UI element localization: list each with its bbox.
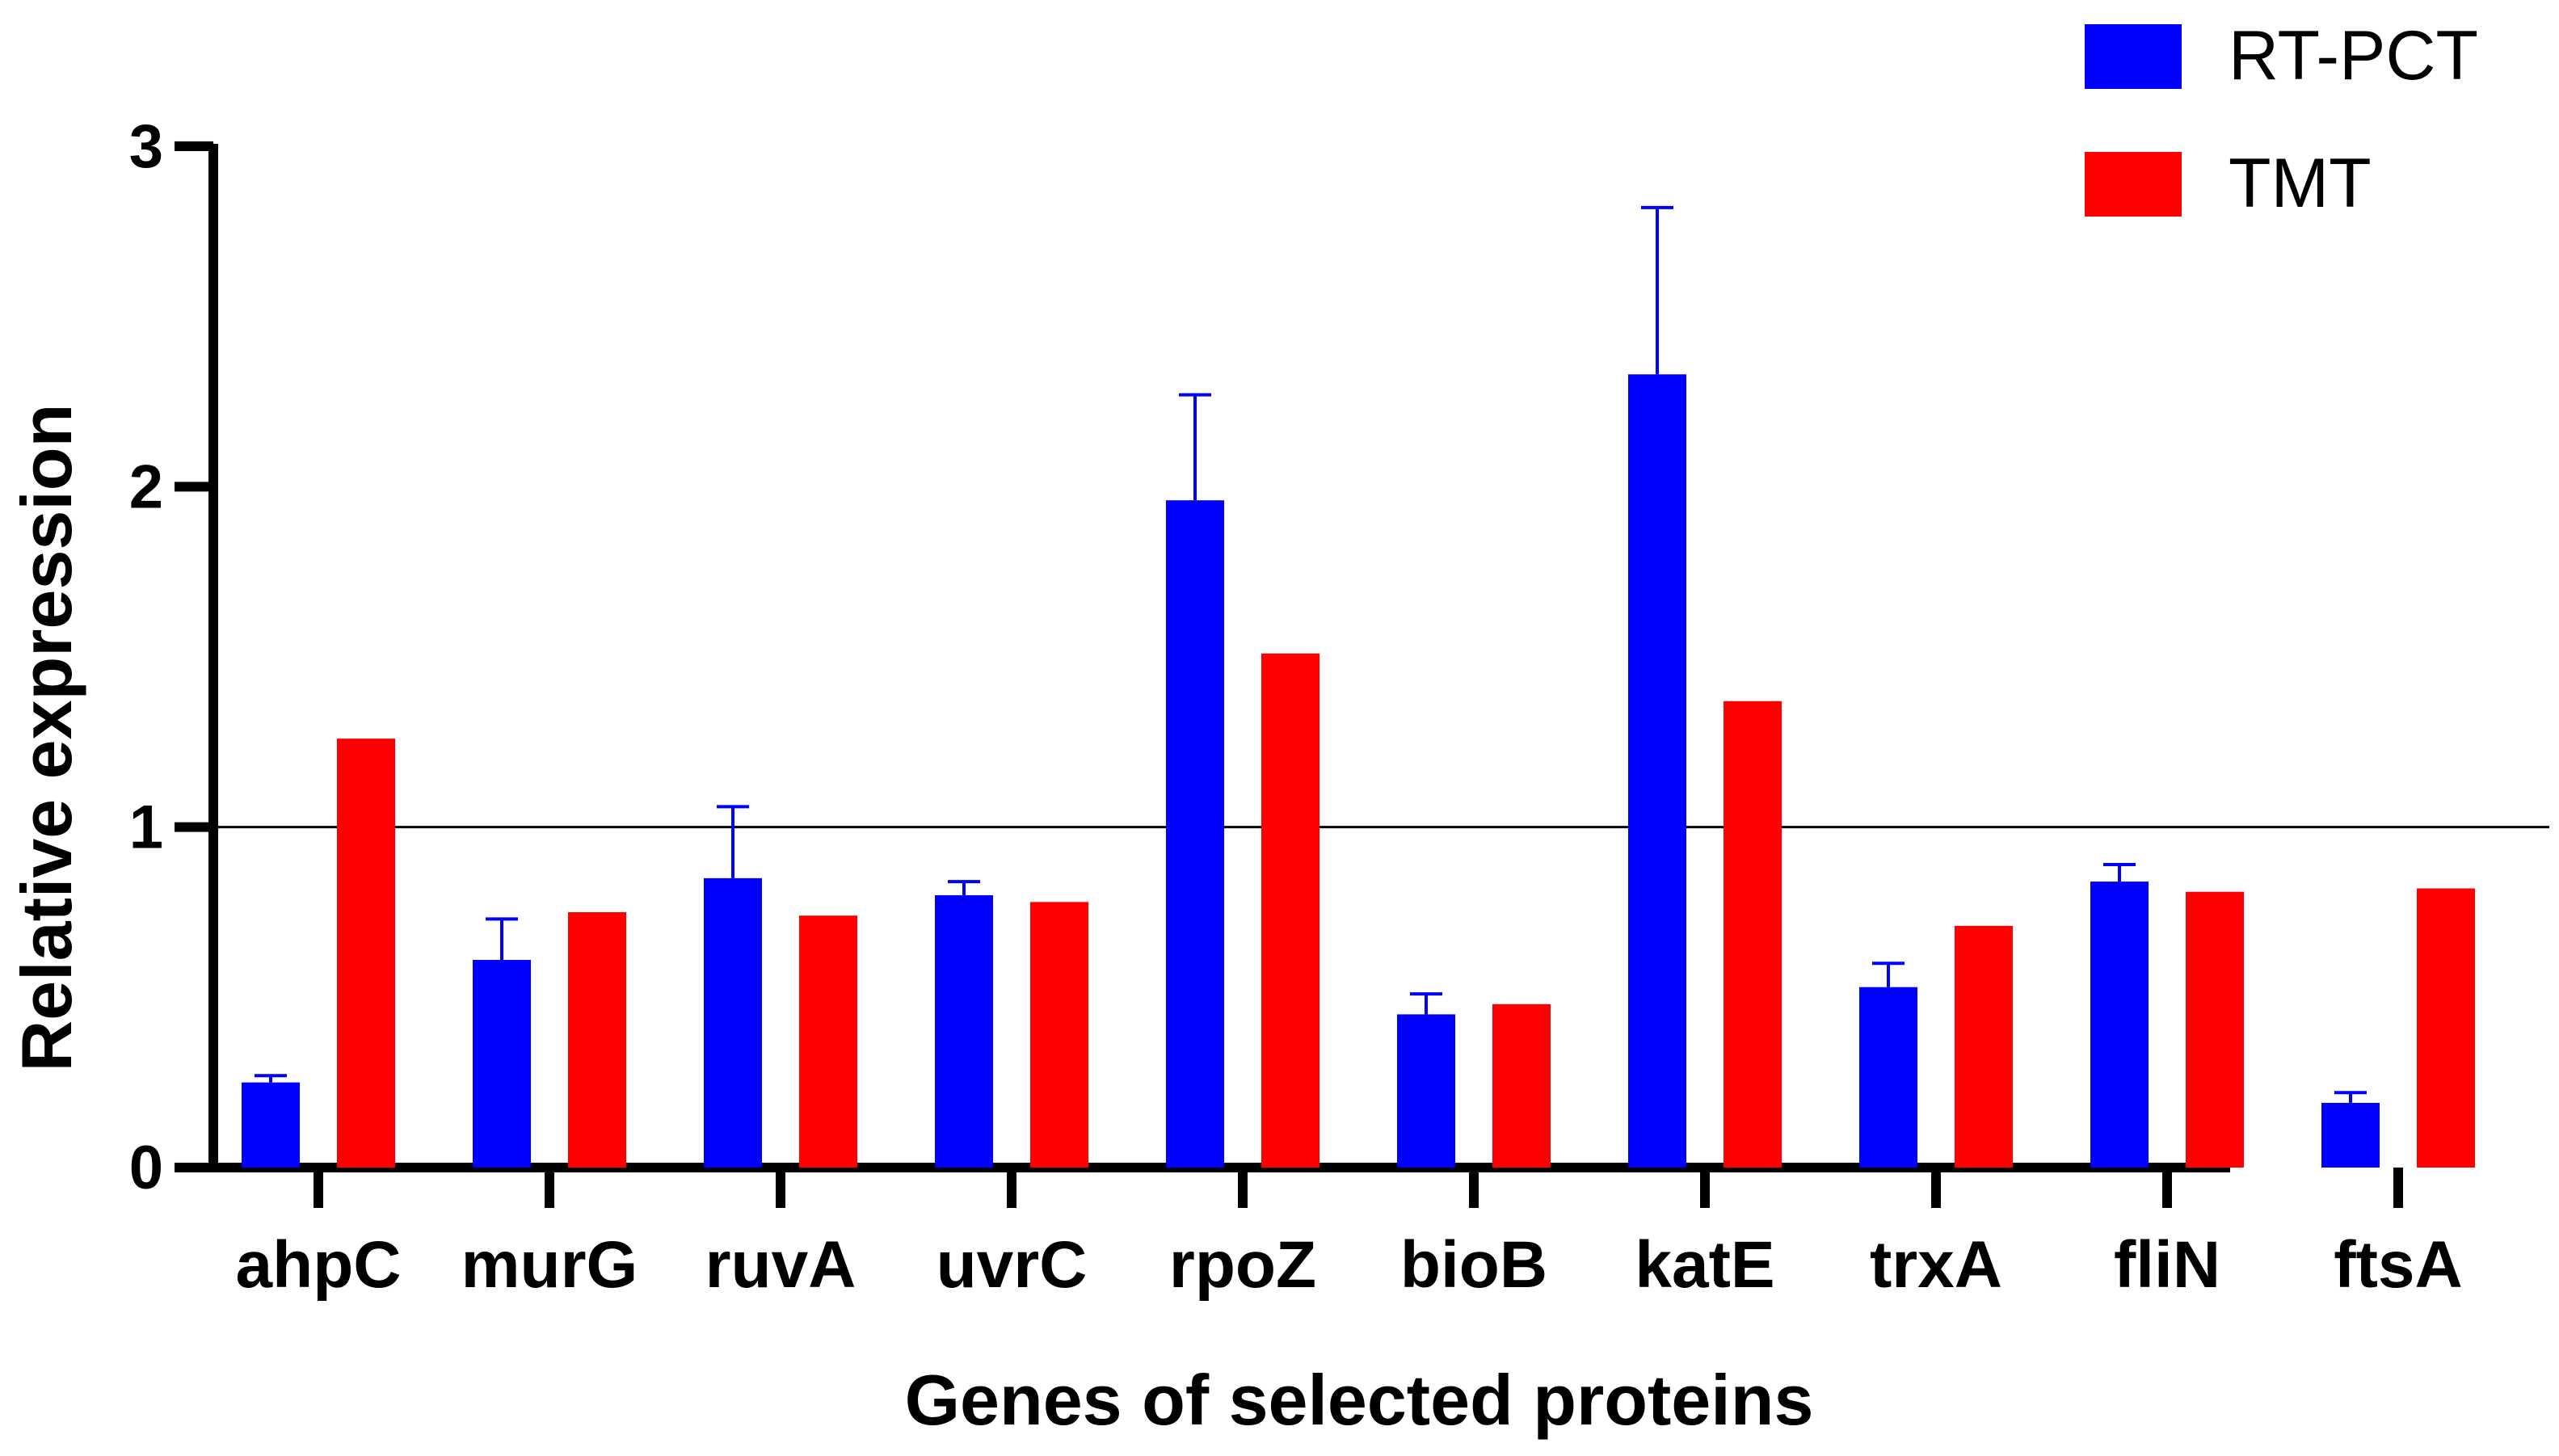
bar-rt-pct-murG [473, 959, 531, 1168]
x-tick-label-rpoZ: rpoZ [1169, 1228, 1316, 1302]
bar-tmt-ftsA [2417, 888, 2475, 1168]
bar-tmt-ruvA [799, 915, 857, 1168]
labels: 0 1 2 3 Relative expression ahpC murG ruvA uvrC r… [6, 112, 2463, 1440]
bars [242, 205, 2475, 1168]
bar-tmt-uvrC [1030, 902, 1088, 1168]
x-tick-label-katE: katE [1635, 1228, 1774, 1302]
legend-label-rt-pct: RT-PCT [2229, 17, 2478, 95]
x-tick-label-ahpC: ahpC [236, 1228, 402, 1302]
bar-rt-pct-ruvA [704, 877, 762, 1168]
legend: RT-PCT TMT [2085, 17, 2478, 222]
x-axis-title: Genes of selected proteins [905, 1360, 1814, 1440]
legend-label-tmt: TMT [2229, 145, 2372, 222]
y-tick-label: 2 [129, 452, 163, 521]
bar-tmt-rpoZ [1261, 653, 1319, 1168]
bar-rt-pct-ahpC [242, 1082, 300, 1168]
bar-tmt-bioB [1492, 1004, 1551, 1168]
bar-tmt-fliN [2186, 891, 2244, 1168]
x-tick-label-bioB: bioB [1400, 1228, 1547, 1302]
legend-swatch-rt-pct [2085, 24, 2182, 89]
x-tick-label-murG: murG [461, 1228, 638, 1302]
bar-rt-pct-bioB [1397, 1014, 1455, 1168]
legend-swatch-tmt [2085, 152, 2182, 217]
bar-rt-pct-trxA [1859, 987, 1917, 1168]
bar-rt-pct-rpoZ [1166, 500, 1224, 1168]
bar-tmt-trxA [1955, 925, 2013, 1168]
bar-rt-pct-fliN [2090, 882, 2149, 1168]
x-tick-label-fliN: fliN [2114, 1228, 2220, 1302]
bar-tmt-katE [1724, 701, 1782, 1168]
bar-rt-pct-katE [1628, 374, 1686, 1168]
y-axis-title: Relative expression [6, 404, 86, 1072]
y-tick-label: 3 [129, 112, 163, 181]
x-tick-label-uvrC: uvrC [936, 1228, 1088, 1302]
x-tick-label-ftsA: ftsA [2334, 1228, 2462, 1302]
y-tick-label: 0 [129, 1134, 163, 1202]
y-tick-label: 1 [129, 793, 163, 862]
x-tick-label-ruvA: ruvA [705, 1228, 857, 1302]
bar-tmt-murG [568, 912, 626, 1168]
bar-rt-pct-uvrC [935, 894, 993, 1168]
bar-tmt-ahpC [337, 739, 395, 1168]
bar-rt-pct-ftsA [2321, 1102, 2380, 1168]
x-tick-label-trxA: trxA [1870, 1228, 2002, 1302]
